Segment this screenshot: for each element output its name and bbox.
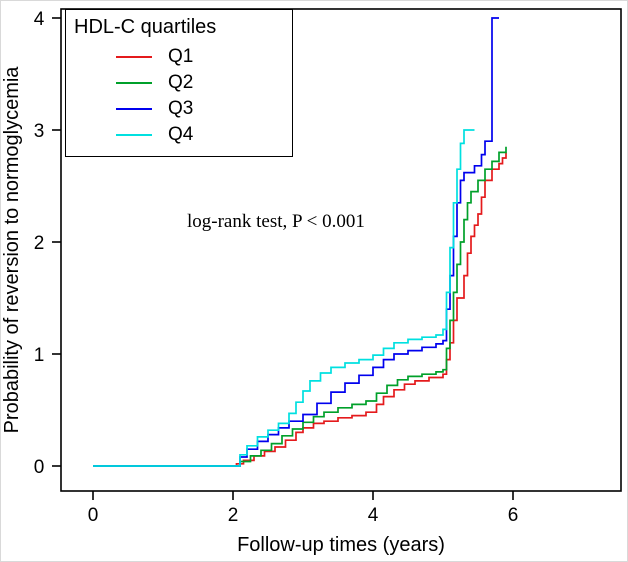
x-tick-label: 2: [228, 505, 239, 526]
series-line-q3: [93, 17, 499, 467]
legend-item-q3: Q3: [74, 97, 284, 119]
y-axis-label: Probability of reversion to normoglycemi…: [1, 66, 23, 434]
y-tick-label: 2: [34, 233, 45, 254]
series-line-q4: [93, 129, 475, 467]
legend-items: Q1 Q2 Q3 Q4: [74, 45, 284, 145]
legend-label: Q3: [168, 97, 194, 119]
x-tick-label: 4: [368, 505, 379, 526]
y-tick-label: 0: [34, 457, 45, 478]
y-tick-label: 1: [34, 345, 45, 366]
chart-layer: 0 2 4 6 0 1 2 3 4: [34, 8, 622, 526]
x-tick-label: 6: [508, 505, 519, 526]
legend-label: Q1: [168, 45, 194, 67]
y-tick-label: 3: [34, 121, 45, 142]
series-line-q2: [93, 146, 507, 467]
x-tick-label: 0: [88, 505, 99, 526]
legend-item-q4: Q4: [74, 123, 284, 145]
plot-box: [60, 8, 622, 492]
legend-label: Q2: [168, 71, 194, 93]
y-tick-label: 4: [34, 9, 45, 30]
legend-line-swatch: [116, 133, 152, 136]
legend-item-q1: Q1: [74, 45, 284, 67]
legend-title: HDL-C quartiles: [74, 16, 217, 38]
legend-line-swatch: [116, 81, 152, 84]
x-axis-label: Follow-up times (years): [237, 534, 445, 556]
legend-label: Q4: [168, 123, 194, 145]
annotation-logrank: log-rank test, P < 0.001: [187, 211, 365, 232]
series-line-q1: [93, 152, 507, 467]
legend-line-swatch: [116, 55, 152, 58]
legend-item-q2: Q2: [74, 71, 284, 93]
legend-line-swatch: [116, 107, 152, 110]
legend-box: HDL-C quartiles Q1 Q2 Q3 Q4: [65, 9, 293, 157]
